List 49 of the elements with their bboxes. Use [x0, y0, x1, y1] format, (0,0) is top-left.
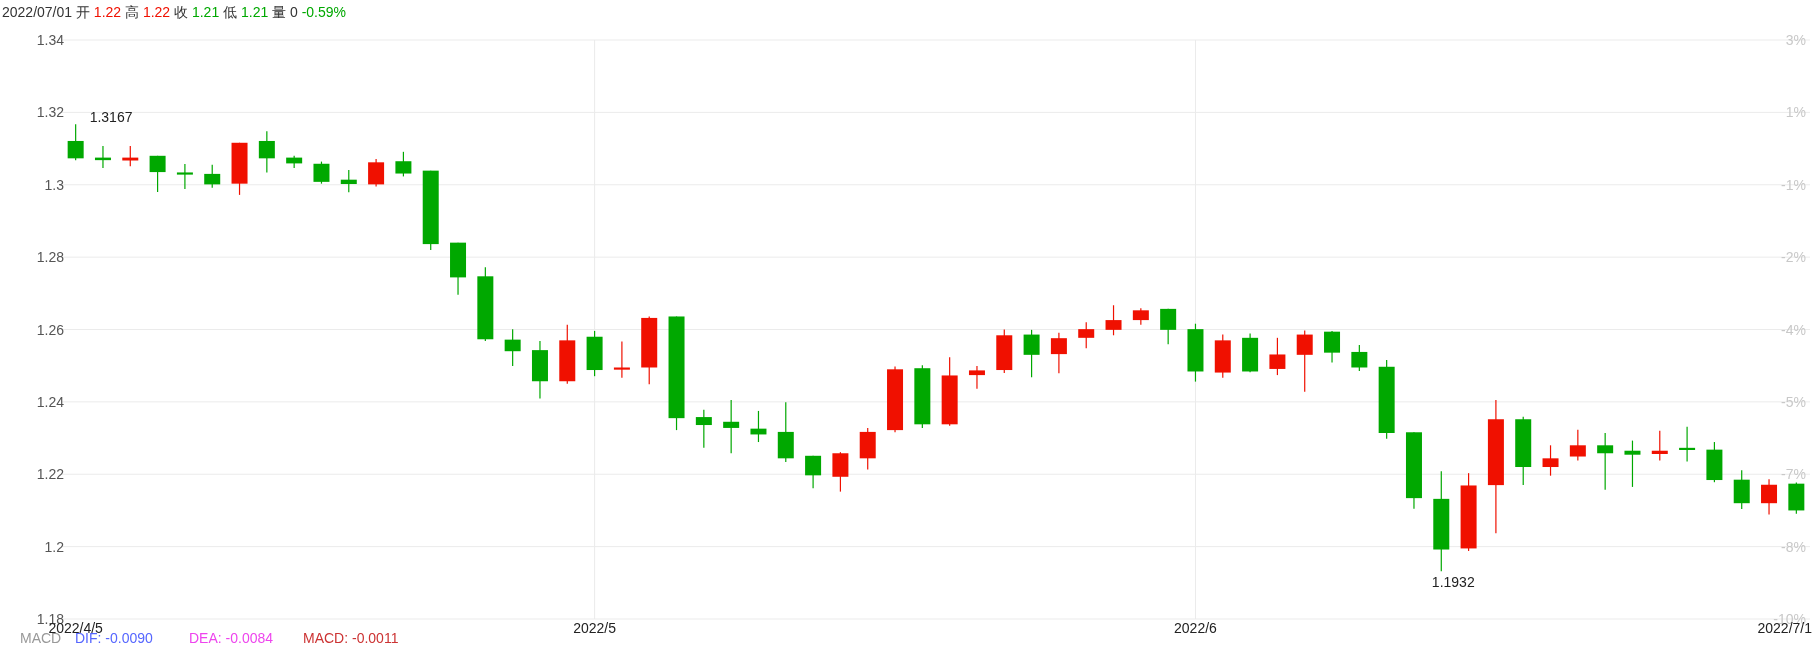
candlestick: [832, 451, 849, 493]
annotation: 1.3167: [89, 109, 133, 126]
candlestick: [149, 155, 166, 193]
y-tick-label: 1.3: [44, 176, 65, 193]
candlestick: [1105, 304, 1122, 336]
candlestick: [1651, 430, 1668, 462]
candlestick: [204, 164, 221, 189]
y-tick-label: 1.28: [36, 249, 65, 266]
candlestick: [1269, 337, 1286, 376]
candlestick: [1296, 329, 1313, 393]
candlestick: [368, 158, 385, 188]
candlestick: [1324, 330, 1341, 364]
candlestick: [968, 365, 985, 390]
candlestick: [805, 455, 822, 489]
y-tick-label: 1.26: [36, 321, 65, 338]
candlestick: [1733, 469, 1750, 510]
candlestick: [1597, 432, 1614, 491]
candlestick: [1542, 444, 1559, 477]
candlestick: [313, 160, 330, 185]
y-tick-label: 1.32: [36, 104, 65, 121]
y-tick-label: 1.24: [36, 393, 65, 410]
candlestick: [1351, 344, 1368, 372]
candlestick: [1569, 429, 1586, 462]
candlestick: [723, 399, 740, 454]
candlestick: [1761, 478, 1778, 516]
candlestick: [695, 409, 712, 449]
x-tick-label: 2022/6: [1174, 620, 1218, 636]
candlestick: [122, 145, 139, 167]
candlestick: [1023, 329, 1040, 378]
candlestick: [1160, 308, 1177, 345]
y-tick-label: 1.34: [36, 32, 65, 48]
candlestick: [340, 169, 357, 193]
chart-title: 2022/07/01 开 1.22 高 1.22 收 1.21 低 1.21 量 0 -0.59%: [2, 4, 347, 20]
y-tick-label: 1.22: [36, 466, 65, 483]
x-tick-label: 2022/5: [573, 620, 617, 636]
candlestick: [1624, 440, 1641, 488]
candlestick: [1078, 321, 1095, 349]
annotation: 1.1932: [1431, 574, 1475, 591]
candlestick: [67, 123, 84, 161]
text: DEA: -0.0084: [189, 630, 274, 646]
candlestick: [1050, 332, 1067, 374]
candlestick: [1679, 426, 1696, 463]
candlestick: [613, 340, 630, 379]
candlestick: [258, 130, 275, 174]
y-tick-label: 1.2: [44, 538, 65, 555]
text: MACD: -0.0011: [303, 630, 399, 646]
candlestick: [176, 163, 193, 190]
candlestick: [504, 328, 521, 367]
candlestick: [395, 151, 412, 178]
